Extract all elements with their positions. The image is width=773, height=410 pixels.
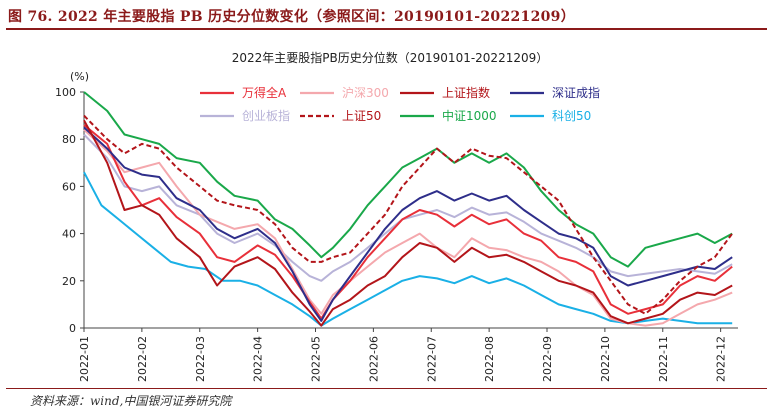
x-tick-label: 2022-05 [310,336,323,382]
x-tick-label: 2022-09 [541,336,554,382]
axes: 0 20 40 60 80 100 2022-01 2022-02 2022-03 2022-04… [55,86,738,382]
legend-label-4: 创业板指 [242,108,290,123]
legend-label-2: 上证指数 [442,85,490,100]
x-tick-label: 2022-11 [657,336,670,382]
y-tick-label: 40 [62,228,76,241]
figure-caption: 图 76. 2022 年主要股指 PB 历史分位数变化（参照区间：2019010… [8,9,576,25]
chart-title: 2022年主要股指PB历史分位数（20190101-20221209） [232,50,549,65]
source-note: 资料来源：wind,中国银河证券研究院 [30,394,232,408]
series-line-7 [83,171,733,327]
caption-rule [6,28,767,30]
series-line-2 [83,119,733,327]
legend-label-3: 深证成指 [552,85,600,100]
source-rule [6,388,767,389]
legend-label-0: 万得全A [242,85,287,100]
y-tick-label: 20 [62,275,76,288]
series-line-6 [83,91,733,268]
series-line-5 [83,114,734,315]
series-line-0 [83,124,733,320]
x-tick-label: 2022-08 [483,336,496,382]
y-tick-label: 0 [69,322,76,335]
series-line-3 [83,126,733,322]
legend-label-5: 上证50 [342,109,381,123]
legend-label-6: 中证1000 [442,108,497,123]
x-tick-label: 2022-06 [367,336,380,382]
y-tick-label: 80 [62,133,76,146]
x-tick-label: 2022-02 [136,336,149,382]
legend-label-1: 沪深300 [342,86,389,100]
x-tick-label: 2022-12 [715,336,728,382]
y-tick-label: 100 [55,86,76,99]
x-tick-label: 2022-03 [194,336,207,382]
x-tick-label: 2022-10 [599,336,612,382]
series-line-4 [83,133,733,282]
y-axis-label: (%) [70,70,89,83]
x-tick-label: 2022-07 [425,336,438,382]
series-lines [83,91,734,327]
legend-label-7: 科创50 [552,109,591,123]
x-tick-label: 2022-04 [252,336,265,382]
x-tick-label: 2022-01 [78,336,91,382]
y-tick-label: 60 [62,180,76,193]
